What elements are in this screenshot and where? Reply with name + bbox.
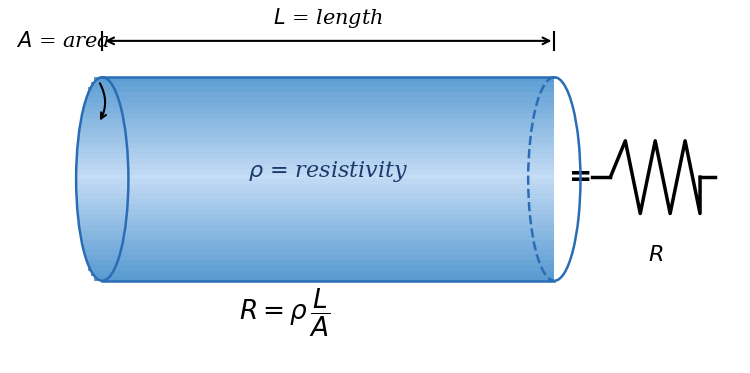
Bar	[102, 189, 554, 194]
Text: =: =	[568, 163, 592, 191]
Bar	[102, 250, 554, 255]
Bar	[94, 276, 110, 281]
Bar	[102, 169, 554, 174]
Bar	[102, 184, 554, 189]
Bar	[102, 179, 554, 184]
Bar	[102, 93, 554, 98]
Bar	[88, 266, 116, 270]
Bar	[102, 108, 554, 113]
Bar	[78, 220, 126, 225]
Bar	[102, 164, 554, 169]
Bar	[102, 210, 554, 214]
Bar	[81, 240, 123, 245]
Bar	[80, 235, 124, 240]
Bar	[80, 230, 125, 235]
Bar	[76, 184, 128, 189]
Bar	[102, 118, 554, 123]
Bar	[102, 77, 554, 82]
Bar	[102, 199, 554, 204]
Bar	[77, 143, 128, 148]
Bar	[102, 87, 554, 93]
Bar	[76, 154, 128, 159]
Text: $R$: $R$	[647, 244, 663, 266]
Bar	[102, 225, 554, 230]
Bar	[102, 230, 554, 235]
Bar	[77, 210, 128, 214]
Bar	[102, 148, 554, 154]
Text: $\rho$ = resistivity: $\rho$ = resistivity	[248, 159, 408, 184]
Bar	[102, 103, 554, 108]
Bar	[102, 133, 554, 138]
Bar	[80, 123, 125, 128]
Bar	[102, 276, 554, 281]
Bar	[102, 220, 554, 225]
Bar	[102, 235, 554, 240]
Bar	[102, 194, 554, 199]
Bar	[94, 77, 110, 82]
Bar	[79, 225, 125, 230]
Bar	[102, 143, 554, 148]
Bar	[76, 194, 128, 199]
Bar	[102, 204, 554, 210]
Bar	[102, 260, 554, 266]
Bar	[102, 154, 554, 159]
Bar	[78, 214, 127, 220]
Bar	[102, 174, 554, 179]
Bar	[76, 159, 128, 164]
Bar	[102, 255, 554, 260]
Bar	[85, 255, 119, 260]
Bar	[102, 266, 554, 270]
Bar	[82, 245, 122, 250]
Bar	[102, 138, 554, 143]
Bar	[76, 199, 128, 204]
Bar	[83, 250, 121, 255]
Bar	[102, 240, 554, 245]
Bar	[88, 87, 116, 93]
Text: $A$ = area: $A$ = area	[16, 31, 110, 51]
Bar	[81, 113, 123, 118]
Bar	[91, 82, 114, 87]
Bar	[83, 103, 121, 108]
Bar	[102, 123, 554, 128]
Bar	[102, 82, 554, 87]
Bar	[76, 189, 128, 194]
Bar	[102, 245, 554, 250]
Bar	[102, 214, 554, 220]
Bar	[102, 98, 554, 103]
Bar	[86, 93, 118, 98]
Bar	[85, 98, 119, 103]
Bar	[78, 138, 127, 143]
Bar	[79, 128, 125, 133]
Bar	[102, 128, 554, 133]
Bar	[91, 270, 114, 276]
Bar	[76, 164, 128, 169]
Bar	[86, 260, 118, 266]
Text: $R = \rho \, \dfrac{L}{A}$: $R = \rho \, \dfrac{L}{A}$	[239, 287, 332, 339]
Bar	[102, 159, 554, 164]
Bar	[80, 118, 124, 123]
Bar	[102, 270, 554, 276]
Bar	[76, 169, 128, 174]
Bar	[77, 204, 128, 210]
Bar	[77, 148, 128, 154]
Bar	[102, 113, 554, 118]
Bar	[82, 108, 122, 113]
Bar	[76, 179, 128, 184]
Text: $L$ = length: $L$ = length	[273, 6, 383, 30]
Bar	[76, 174, 128, 179]
Bar	[78, 133, 126, 138]
